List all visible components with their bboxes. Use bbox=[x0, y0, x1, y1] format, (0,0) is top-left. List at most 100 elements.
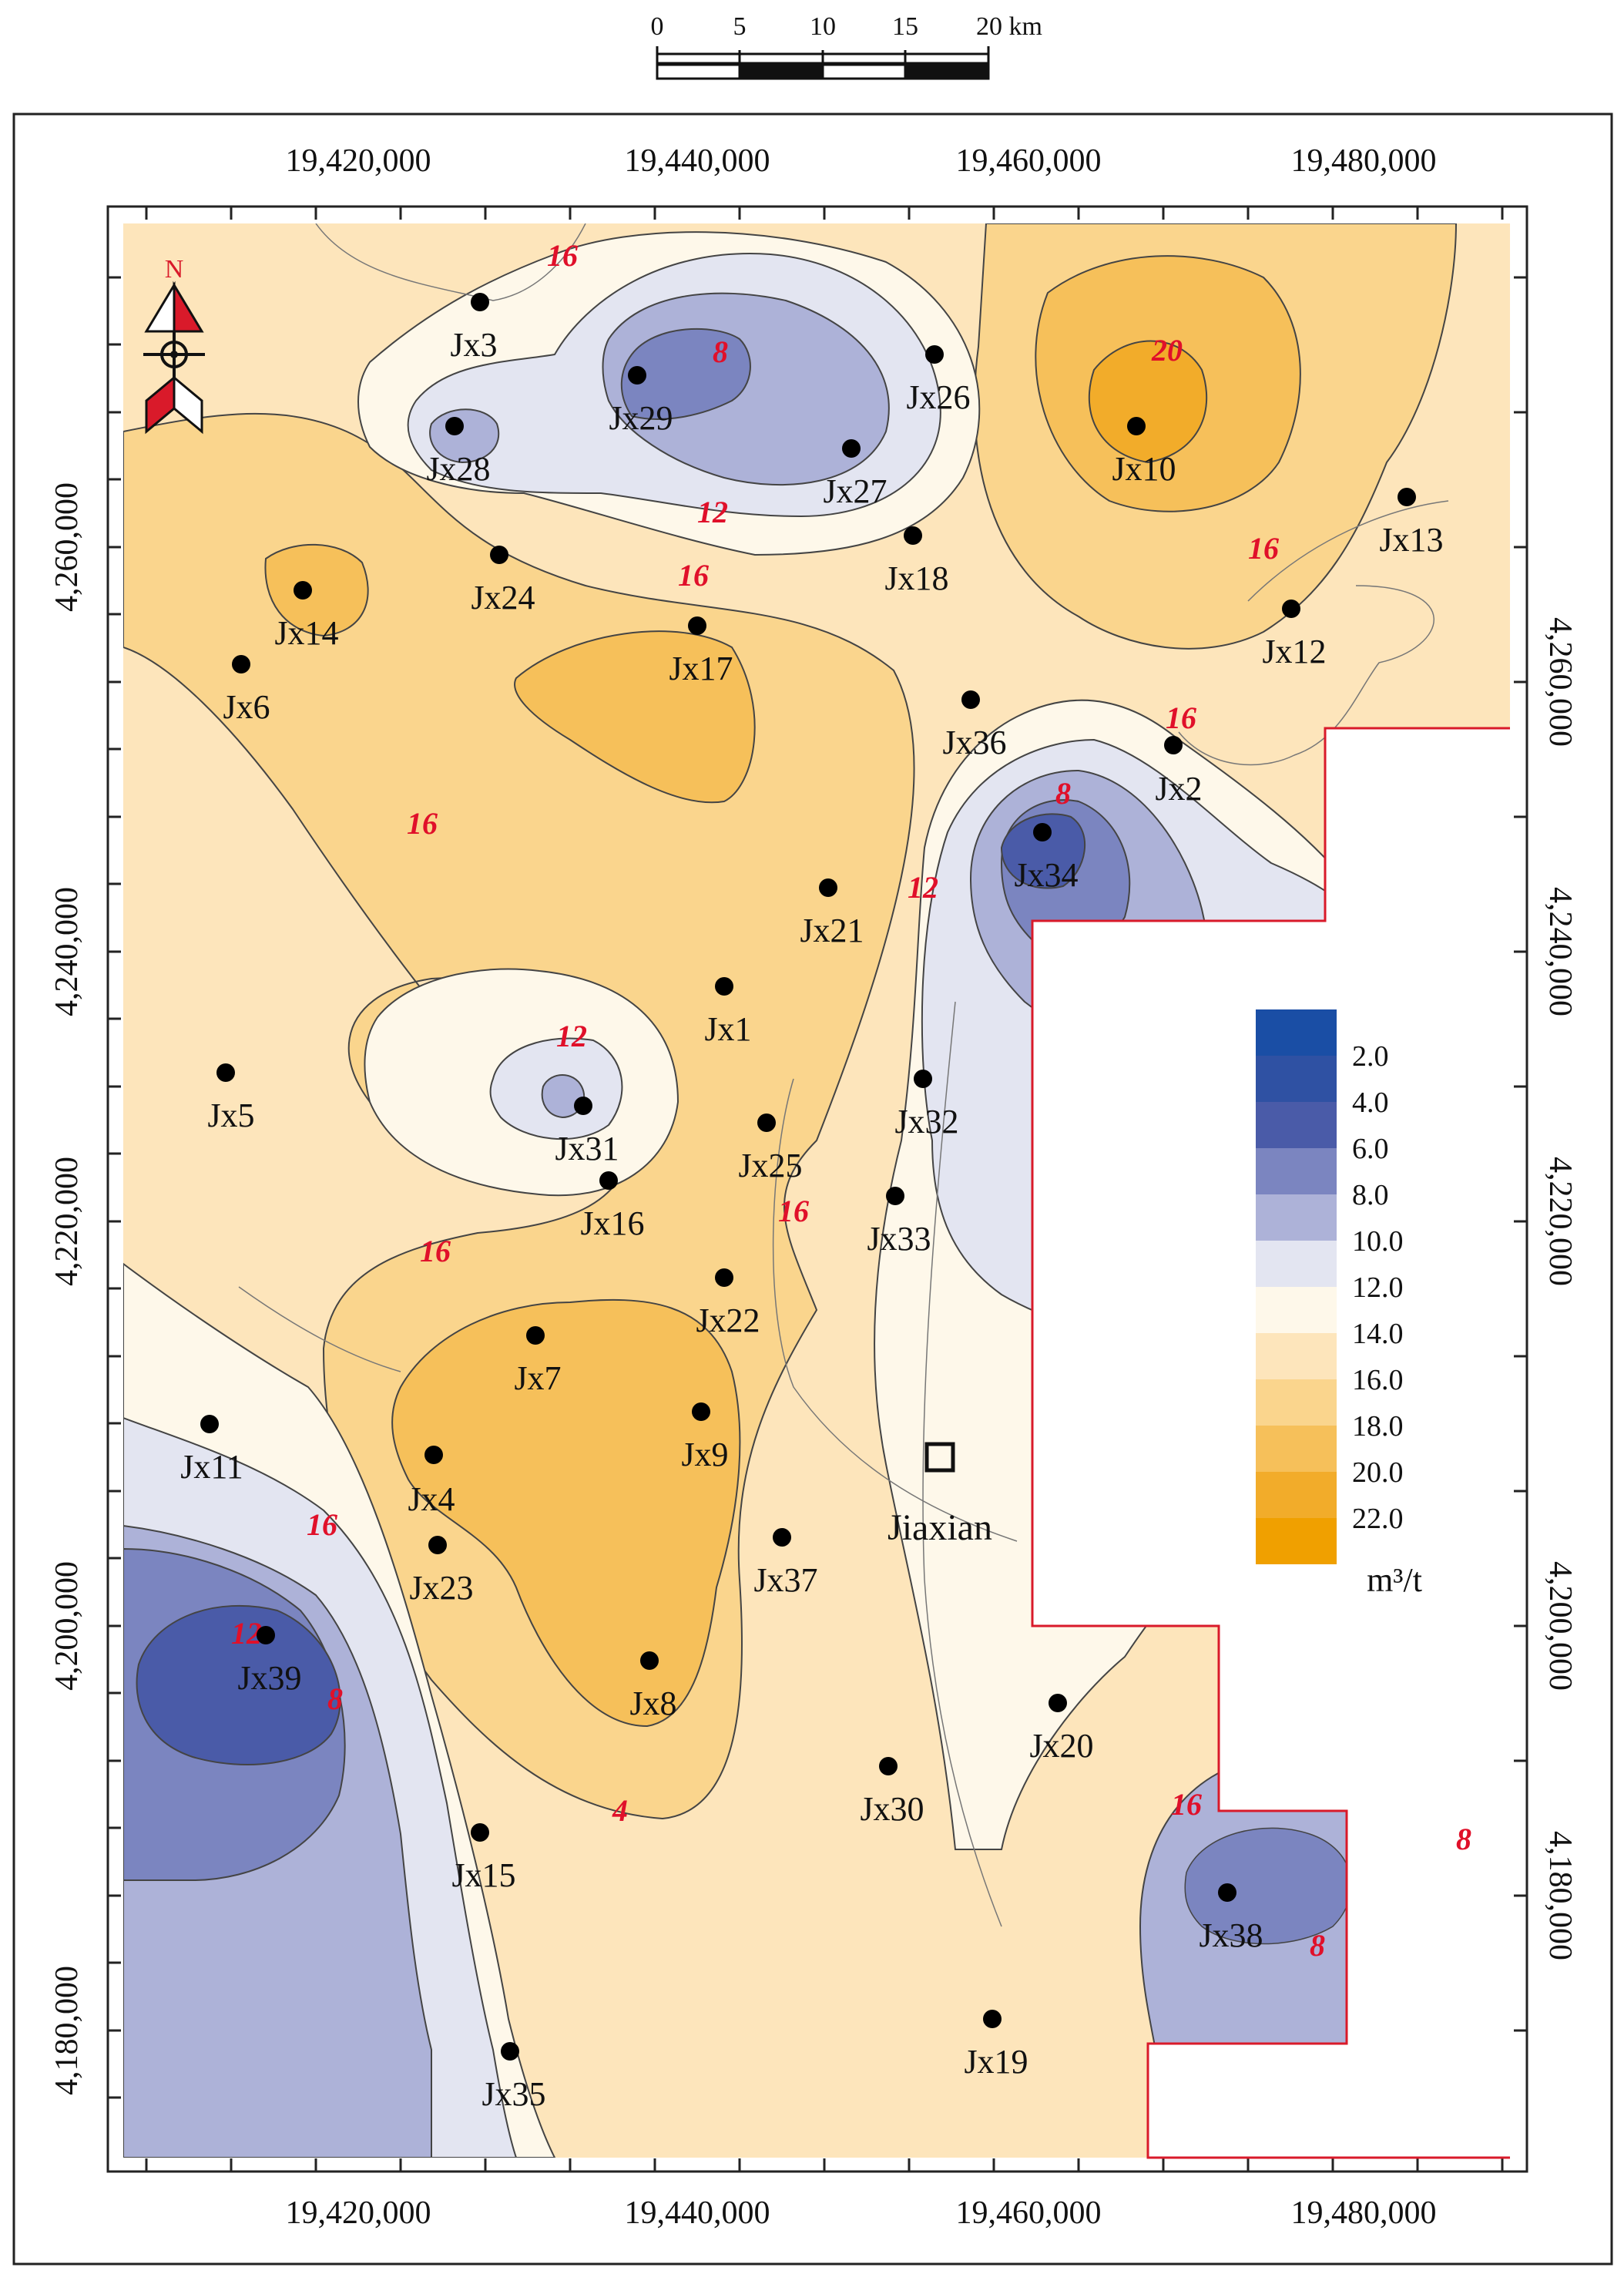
well-point bbox=[628, 366, 646, 385]
well-point bbox=[886, 1187, 904, 1205]
well-point bbox=[490, 546, 508, 564]
well-label: Jx14 bbox=[274, 614, 338, 652]
band-20-22-ne bbox=[1088, 340, 1208, 464]
y-tick-right-3: 4,220,000 bbox=[1542, 1157, 1578, 1286]
scale-bar: 0 5 10 15 20 km bbox=[651, 12, 1042, 80]
well-label: Jx35 bbox=[481, 2075, 545, 2113]
contour-label: 16 bbox=[307, 1507, 337, 1542]
well-label: Jx24 bbox=[471, 579, 535, 616]
x-tick-top-1: 19,420,000 bbox=[286, 143, 431, 179]
legend-value: 22.0 bbox=[1352, 1503, 1404, 1535]
y-tick-left-2: 4,240,000 bbox=[49, 887, 85, 1016]
x-axis-labels-bottom: 19,420,000 19,440,000 19,460,000 19,480,… bbox=[286, 2195, 1437, 2231]
contour-label: 12 bbox=[697, 495, 728, 529]
y-tick-right-1: 4,260,000 bbox=[1542, 617, 1578, 747]
band-4-6-east bbox=[1000, 813, 1086, 889]
well-label: Jx20 bbox=[1029, 1727, 1093, 1765]
well-label: Jx11 bbox=[180, 1448, 243, 1486]
well-label: Jx5 bbox=[207, 1097, 254, 1134]
legend-swatch bbox=[1256, 1287, 1337, 1333]
well-point bbox=[715, 1268, 733, 1287]
well-point bbox=[526, 1326, 545, 1345]
well-point bbox=[471, 293, 489, 311]
well-point bbox=[445, 417, 464, 435]
legend: 2.0 4.0 6.0 8.0 10.0 12.0 14.0 16.0 18.0… bbox=[1256, 1009, 1422, 1599]
y-tick-left-4: 4,200,000 bbox=[49, 1561, 85, 1691]
legend-value: 8.0 bbox=[1352, 1179, 1389, 1211]
well-point bbox=[842, 439, 861, 458]
legend-swatch bbox=[1256, 1148, 1337, 1194]
well-point bbox=[574, 1097, 592, 1115]
y-tick-left-1: 4,260,000 bbox=[49, 482, 85, 612]
scale-label-0: 0 bbox=[651, 12, 664, 41]
north-arrow-icon: N bbox=[143, 255, 205, 435]
x-tick-top-2: 19,440,000 bbox=[625, 143, 770, 179]
contour-label: 8 bbox=[713, 334, 728, 369]
well-point bbox=[471, 1823, 489, 1842]
well-label: Jx28 bbox=[426, 450, 490, 488]
y-tick-left-3: 4,220,000 bbox=[49, 1157, 85, 1286]
well-label: Jx31 bbox=[555, 1130, 619, 1167]
y-tick-right-2: 4,240,000 bbox=[1542, 887, 1578, 1016]
legend-swatch bbox=[1256, 1333, 1337, 1379]
well-point bbox=[904, 526, 922, 545]
well-label: Jx18 bbox=[884, 559, 948, 597]
well-point bbox=[599, 1171, 618, 1190]
well-label: Jx33 bbox=[867, 1220, 931, 1258]
well-label: Jx1 bbox=[704, 1010, 751, 1048]
contour-label: 16 bbox=[407, 806, 438, 841]
contour-label: 16 bbox=[778, 1194, 809, 1228]
contour-label: 8 bbox=[1055, 776, 1071, 811]
legend-swatch bbox=[1256, 1194, 1337, 1241]
well-point bbox=[757, 1113, 776, 1132]
well-point bbox=[715, 977, 733, 996]
legend-value: 20.0 bbox=[1352, 1456, 1404, 1489]
band-4-6-sw bbox=[136, 1604, 341, 1765]
well-label: Jx6 bbox=[223, 688, 270, 726]
axis-ticks bbox=[108, 207, 1527, 2172]
legend-value: 10.0 bbox=[1352, 1225, 1404, 1258]
legend-swatch bbox=[1256, 1518, 1337, 1564]
y-tick-left-5: 4,180,000 bbox=[49, 1966, 85, 2095]
well-label: Jx36 bbox=[942, 724, 1006, 761]
well-label: Jx17 bbox=[669, 650, 733, 687]
well-point bbox=[428, 1536, 447, 1554]
well-point bbox=[1282, 600, 1300, 618]
legend-value: 4.0 bbox=[1352, 1087, 1389, 1119]
town-name: Jiaxian bbox=[887, 1507, 992, 1548]
well-label: Jx23 bbox=[409, 1569, 473, 1607]
x-axis-labels-top: 19,420,000 19,440,000 19,460,000 19,480,… bbox=[286, 143, 1437, 179]
y-tick-right-4: 4,200,000 bbox=[1542, 1561, 1578, 1691]
well-label: Jx9 bbox=[681, 1436, 728, 1473]
band-18-20-jx14 bbox=[264, 543, 369, 637]
legend-swatch bbox=[1256, 1009, 1337, 1056]
well-label: Jx38 bbox=[1199, 1916, 1263, 1954]
well-label: Jx8 bbox=[629, 1685, 676, 1722]
well-point bbox=[773, 1528, 791, 1547]
band-18-20-jx17 bbox=[514, 630, 756, 804]
well-point bbox=[692, 1402, 710, 1421]
well-label: Jx15 bbox=[451, 1856, 515, 1894]
contour-label: 16 bbox=[1171, 1787, 1202, 1822]
y-tick-right-5: 4,180,000 bbox=[1542, 1831, 1578, 1960]
legend-swatch bbox=[1256, 1102, 1337, 1148]
well-point bbox=[961, 690, 980, 709]
well-point bbox=[294, 581, 312, 600]
well-point bbox=[1218, 1883, 1236, 1902]
band-6-8-se bbox=[1184, 1827, 1352, 1945]
well-point bbox=[1127, 417, 1146, 435]
contour-label: 16 bbox=[1248, 531, 1279, 566]
legend-swatch bbox=[1256, 1241, 1337, 1287]
x-tick-bottom-1: 19,420,000 bbox=[286, 2195, 431, 2231]
well-point bbox=[501, 2042, 519, 2061]
town-marker-icon bbox=[924, 1442, 955, 1473]
band-18-20-south bbox=[391, 1298, 741, 1728]
north-label: N bbox=[165, 255, 184, 284]
scale-label-20: 20 km bbox=[976, 12, 1042, 41]
well-label: Jx32 bbox=[894, 1103, 958, 1140]
map-frame bbox=[106, 205, 1528, 2173]
well-label: Jx19 bbox=[964, 2043, 1028, 2081]
legend-swatch bbox=[1256, 1379, 1337, 1426]
well-point bbox=[879, 1757, 898, 1775]
